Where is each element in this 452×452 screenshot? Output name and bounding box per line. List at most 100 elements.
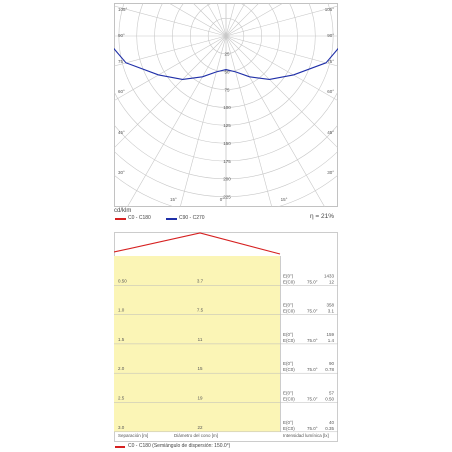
e0-value: 159 bbox=[326, 332, 334, 337]
ec-label: E(C0) bbox=[283, 367, 295, 372]
angle-label-left: 30° bbox=[118, 170, 125, 175]
ec-angle: 75.0° bbox=[307, 367, 318, 372]
cone-legend: C0 - C180 (Semiángulo de dispersión: 150… bbox=[114, 443, 338, 451]
grid-spoke bbox=[168, 3, 227, 37]
header-diameter: Diámetro del cono [m] bbox=[174, 433, 218, 438]
ec-angle: 75.0° bbox=[307, 309, 318, 314]
angle-label-left: 0° bbox=[220, 197, 225, 202]
grid-spoke bbox=[126, 35, 227, 207]
grid-spoke bbox=[225, 35, 273, 207]
ec-angle: 75.0° bbox=[307, 338, 318, 343]
diameter-value: 15 bbox=[197, 366, 203, 371]
diameter-value: 22 bbox=[197, 425, 203, 430]
e0-value: 1433 bbox=[324, 273, 335, 278]
ec-value: 12 bbox=[329, 279, 335, 284]
angle-label-left: 60° bbox=[118, 89, 125, 94]
angle-label-right: 60° bbox=[327, 89, 334, 94]
e0-label: E(0°) bbox=[283, 391, 294, 396]
grid-spoke bbox=[114, 35, 227, 102]
radial-tick-label: 225 bbox=[223, 195, 231, 200]
e0-value: 57 bbox=[329, 391, 335, 396]
separation-value: 2.0 bbox=[118, 366, 125, 371]
ec-label: E(C0) bbox=[283, 309, 295, 314]
legend-label-c90: C90 - C270 bbox=[179, 215, 205, 221]
ec-label: E(C0) bbox=[283, 397, 295, 402]
grid-spoke bbox=[114, 5, 227, 37]
grid-spoke bbox=[225, 35, 326, 207]
ec-value: 0.35 bbox=[325, 426, 334, 431]
angle-label-right: 90° bbox=[327, 33, 334, 38]
ec-label: E(C0) bbox=[283, 279, 295, 284]
e0-label: E(0°) bbox=[283, 332, 294, 337]
cone-outline bbox=[114, 232, 281, 255]
legend-swatch-c0 bbox=[115, 218, 126, 220]
angle-label-left: 45° bbox=[118, 130, 125, 135]
legend-label-c0: C0 - C180 bbox=[128, 215, 151, 221]
separation-value: 0.50 bbox=[118, 278, 127, 283]
grid-spoke bbox=[225, 3, 284, 37]
ec-angle: 75.0° bbox=[307, 426, 318, 431]
ec-label: E(C0) bbox=[283, 426, 295, 431]
ec-angle: 75.0° bbox=[307, 279, 318, 284]
diameter-value: 19 bbox=[197, 396, 203, 401]
angle-label-right: 15° bbox=[281, 197, 288, 202]
angle-label-left: 105° bbox=[118, 7, 128, 12]
header-intensity: Intensidad lumínica [lx] bbox=[283, 433, 329, 438]
cone-legend-swatch bbox=[115, 446, 125, 448]
grid-spoke bbox=[216, 3, 227, 37]
polar-diagram: 25 50 75 100 125 150 175 200 225 105° 90° 75° 60° 45°… bbox=[114, 3, 338, 207]
e0-value: 90 bbox=[329, 361, 335, 366]
polar-grid bbox=[114, 3, 338, 207]
e0-label: E(0°) bbox=[283, 273, 294, 278]
legend: C0 - C180 C90 - C270 η = 21% bbox=[114, 213, 338, 225]
cone-diagram: 0.50 3.7 E(0°) 1433 E(C0) 75.0° 12 1.0 7.5 E(0°) 3… bbox=[114, 232, 338, 442]
grid-spoke bbox=[114, 35, 227, 67]
efficiency-label: η = 21% bbox=[309, 213, 334, 220]
separation-value: 1.0 bbox=[118, 308, 125, 313]
polar-unit: cd/klm bbox=[114, 208, 132, 214]
polar-labels: 25 50 75 100 125 150 175 200 225 105° 90° 75° 60° 45°… bbox=[118, 7, 334, 202]
diameter-value: 7.5 bbox=[197, 308, 204, 313]
grid-spoke bbox=[225, 3, 236, 37]
radial-tick-label: 150 bbox=[223, 141, 231, 146]
radial-tick-label: 125 bbox=[223, 123, 231, 128]
e0-label: E(0°) bbox=[283, 420, 294, 425]
angle-label-right: 45° bbox=[327, 130, 334, 135]
radial-tick-label: 100 bbox=[223, 105, 231, 110]
cone-rows: 0.50 3.7 E(0°) 1433 E(C0) 75.0° 12 1.0 7.5 E(0°) 3… bbox=[114, 273, 338, 433]
e0-label: E(0°) bbox=[283, 303, 294, 308]
separation-value: 2.5 bbox=[118, 396, 125, 401]
e0-value: 40 bbox=[329, 420, 335, 425]
separation-value: 3.0 bbox=[118, 425, 125, 430]
angle-label-right: 105° bbox=[325, 7, 335, 12]
grid-spoke bbox=[225, 35, 338, 67]
diameter-value: 11 bbox=[198, 337, 203, 342]
angle-label-left: 15° bbox=[170, 197, 177, 202]
ec-value: 3.1 bbox=[328, 309, 335, 314]
grid-spoke bbox=[192, 3, 227, 37]
grid-spoke bbox=[225, 3, 246, 37]
grid-spoke bbox=[225, 35, 338, 149]
angle-label-left: 75° bbox=[118, 59, 125, 64]
legend-swatch-c90 bbox=[166, 218, 177, 220]
ec-value: 0.78 bbox=[325, 367, 334, 372]
grid-spoke bbox=[225, 5, 338, 37]
polar-curves bbox=[114, 47, 338, 80]
grid-spoke bbox=[179, 35, 227, 207]
radial-tick-label: 75 bbox=[224, 87, 230, 92]
ec-value: 1.4 bbox=[328, 338, 335, 343]
radial-tick-label: 50 bbox=[224, 70, 230, 75]
separation-value: 1.5 bbox=[118, 337, 125, 342]
radial-tick-label: 25 bbox=[224, 52, 230, 57]
cone-legend-label: C0 - C180 (Semiángulo de dispersión: 150… bbox=[128, 443, 231, 449]
ec-value: 0.50 bbox=[325, 397, 334, 402]
grid-spoke bbox=[206, 3, 227, 37]
angle-label-right: 75° bbox=[327, 59, 334, 64]
grid-spoke bbox=[225, 3, 260, 37]
radial-tick-label: 200 bbox=[223, 177, 231, 182]
ec-angle: 75.0° bbox=[307, 397, 318, 402]
diameter-value: 3.7 bbox=[197, 278, 204, 283]
grid-spoke bbox=[225, 35, 338, 102]
header-separation: Separación [m] bbox=[118, 433, 148, 438]
e0-label: E(0°) bbox=[283, 361, 294, 366]
